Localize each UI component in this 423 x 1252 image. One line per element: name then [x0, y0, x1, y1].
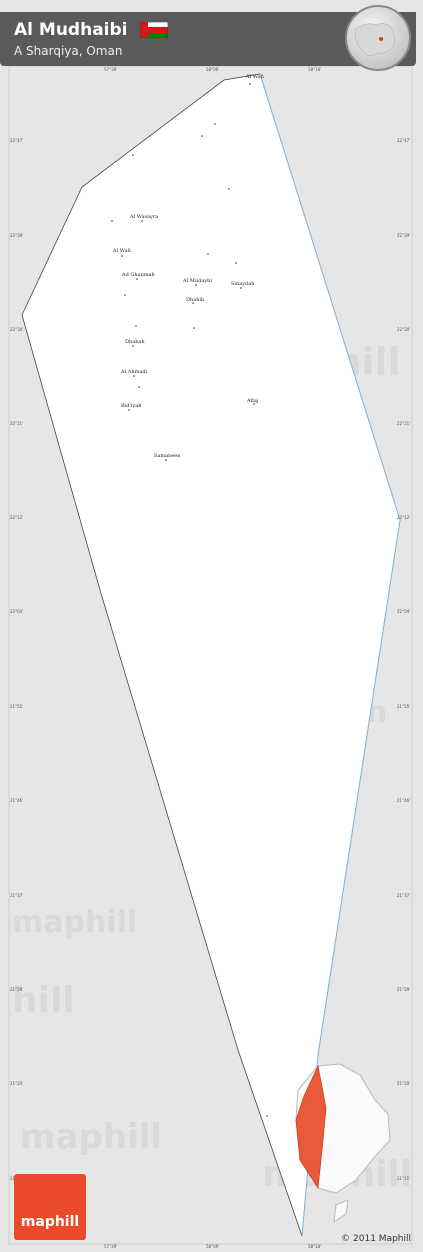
place-dot	[132, 345, 134, 347]
place-dot	[235, 262, 237, 264]
lon-tick: 58°18'	[308, 67, 321, 72]
lon-tick: 58°09'	[206, 67, 219, 72]
watermark: maphill	[20, 1117, 162, 1157]
place-dot	[249, 83, 251, 85]
lat-tick: 22°47'	[10, 138, 23, 143]
place-dot	[192, 302, 194, 304]
place-label: Al Mudaybi	[182, 278, 212, 284]
place-label: Dhabah	[125, 339, 145, 345]
lat-tick-labels-right: 22°47' 22°39' 22°30' 22°21' 22°12' 22°04…	[397, 138, 410, 1181]
lat-tick: 21°11'	[397, 1176, 410, 1181]
place-markers	[111, 83, 268, 1117]
place-dot	[141, 220, 143, 222]
lat-tick: 22°47'	[397, 138, 410, 143]
place-label: Sinaydah	[231, 281, 255, 287]
place-dot	[138, 386, 140, 388]
maphill-logo[interactable]: maphill	[14, 1174, 86, 1240]
inset-locator-map	[295, 1063, 391, 1224]
lon-tick: 57°39'	[104, 67, 117, 72]
place-dot	[128, 409, 130, 411]
lat-tick: 21°46'	[397, 798, 410, 803]
watermark: hill	[12, 980, 75, 1021]
place-dot	[132, 154, 134, 156]
lat-tick: 22°12'	[10, 515, 23, 520]
lat-tick: 21°29'	[10, 987, 23, 992]
place-dot	[121, 255, 123, 257]
place-dot	[228, 188, 230, 190]
place-dot	[165, 459, 167, 461]
place-dot	[135, 325, 137, 327]
lat-tick: 21°46'	[10, 798, 23, 803]
place-label: Al Wafi	[112, 248, 131, 254]
lat-tick: 21°55'	[397, 704, 410, 709]
lat-tick: 22°12'	[397, 515, 410, 520]
lon-tick: 58°09'	[206, 1244, 219, 1249]
place-label: Ad Ghanmah	[121, 272, 156, 278]
place-dot	[133, 375, 135, 377]
place-dot	[266, 1115, 268, 1117]
place-dot	[124, 294, 126, 296]
lon-tick: 57°39'	[104, 1244, 117, 1249]
place-labels: Al Wafi Al Wasayra Al Wafi Al Mudaybi Si…	[112, 74, 264, 459]
lon-tick-labels: 57°39' 58°09' 58°18' 57°39' 58°09' 58°18…	[104, 67, 321, 1249]
copyright-text: © 2011 Maphill	[341, 1234, 411, 1244]
place-label: Dhahib	[186, 297, 204, 303]
lat-tick: 22°30'	[397, 327, 410, 332]
lat-tick: 22°30'	[10, 327, 23, 332]
lat-tick: 22°21'	[10, 421, 23, 426]
map-title: Al Mudhaibi	[14, 20, 128, 40]
lat-tick: 21°20'	[397, 1081, 410, 1086]
lat-tick: 21°37'	[397, 893, 410, 898]
lat-tick: 22°04'	[397, 609, 410, 614]
logo-text: maphill	[20, 1214, 80, 1230]
lon-tick: 58°18'	[308, 1244, 321, 1249]
place-dot	[195, 284, 197, 286]
place-label: Bid'iyah	[121, 403, 142, 409]
place-dot	[240, 287, 242, 289]
place-dot	[111, 220, 113, 222]
map-subtitle: A Sharqiya, Oman	[14, 44, 123, 58]
place-dot	[253, 403, 255, 405]
lat-tick: 22°39'	[10, 233, 23, 238]
globe-locator-icon	[345, 5, 411, 71]
lat-tick: 21°55'	[10, 704, 23, 709]
place-dot	[207, 253, 209, 255]
lat-tick: 22°39'	[397, 233, 410, 238]
place-dot	[193, 327, 195, 329]
lat-tick: 21°20'	[10, 1081, 23, 1086]
place-label: Aflaj	[246, 398, 259, 404]
lat-tick: 22°04'	[10, 609, 23, 614]
lat-tick: 21°37'	[10, 893, 23, 898]
place-label: Al Wasayra	[129, 214, 158, 220]
place-label: Al Ahmadi	[120, 369, 148, 375]
watermark: maphill	[12, 905, 137, 940]
place-label: Al Wafi	[245, 74, 264, 80]
place-dot	[201, 135, 203, 137]
place-dot	[136, 278, 138, 280]
place-dot	[214, 123, 216, 125]
lat-tick: 22°21'	[397, 421, 410, 426]
place-label: Samaneen	[154, 453, 181, 459]
lat-tick: 21°29'	[397, 987, 410, 992]
oman-flag-icon	[140, 22, 168, 38]
